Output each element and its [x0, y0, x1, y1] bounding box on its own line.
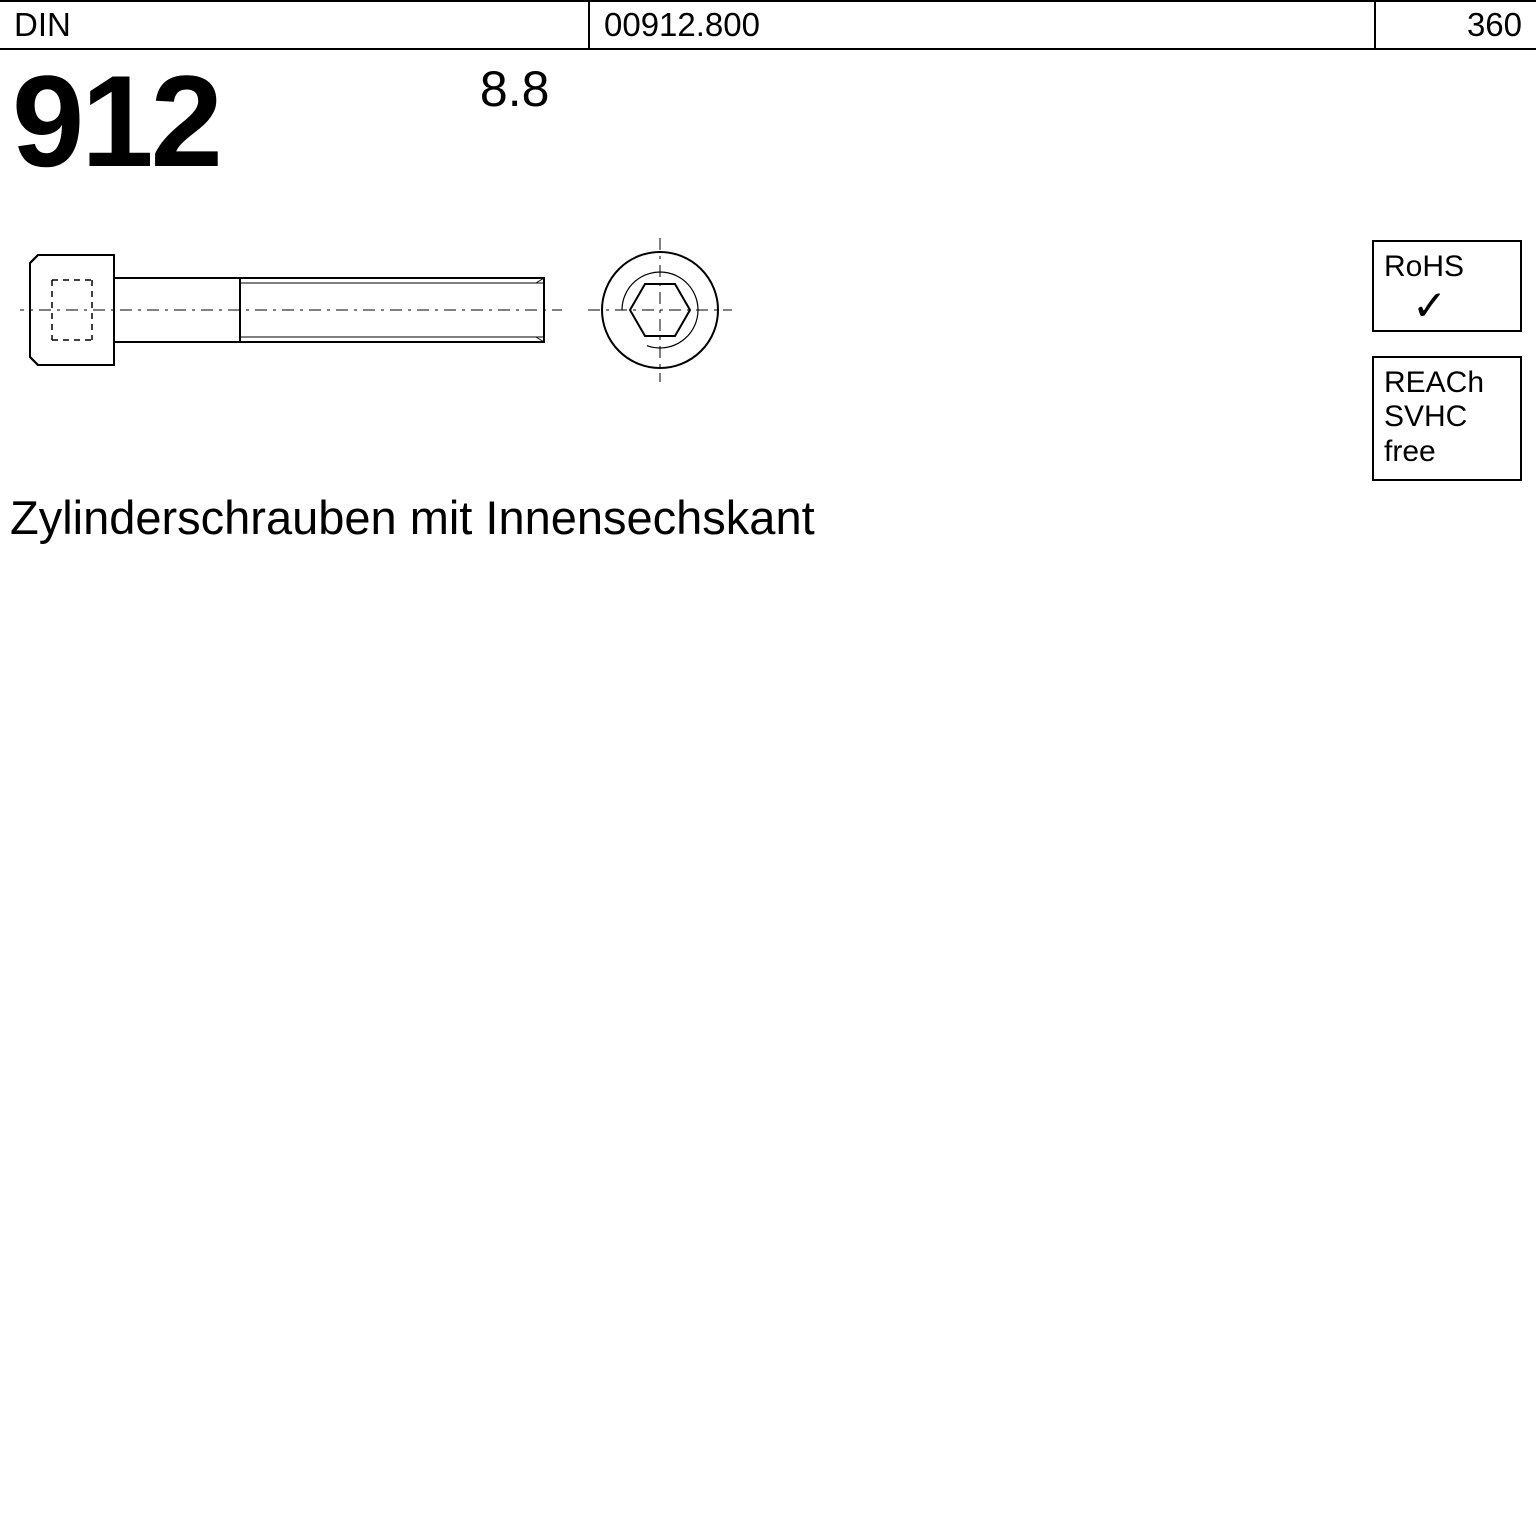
reach-line2: SVHC [1384, 400, 1510, 435]
screw-drawing [20, 230, 840, 390]
din-number: 912 [0, 50, 220, 186]
rohs-label: RoHS [1384, 250, 1464, 285]
check-icon: ✓ [1384, 285, 1447, 320]
rohs-badge: RoHS ✓ [1372, 240, 1522, 332]
reach-line1: REACh [1384, 366, 1510, 401]
header-standard: DIN [0, 2, 590, 48]
title-row: 912 8.8 [0, 50, 1536, 186]
strength-grade: 8.8 [220, 50, 550, 118]
compliance-badges: RoHS ✓ REACh SVHC free [1372, 240, 1522, 481]
reach-badge: REACh SVHC free [1372, 356, 1522, 482]
reach-line3: free [1384, 435, 1510, 470]
header-row: DIN 00912.800 360 [0, 0, 1536, 50]
header-code: 00912.800 [590, 2, 1376, 48]
product-description: Zylinderschrauben mit Innensechskant [10, 490, 815, 545]
spec-sheet: DIN 00912.800 360 912 8.8 Zylinderschrau… [0, 0, 1536, 700]
header-page: 360 [1376, 2, 1536, 48]
